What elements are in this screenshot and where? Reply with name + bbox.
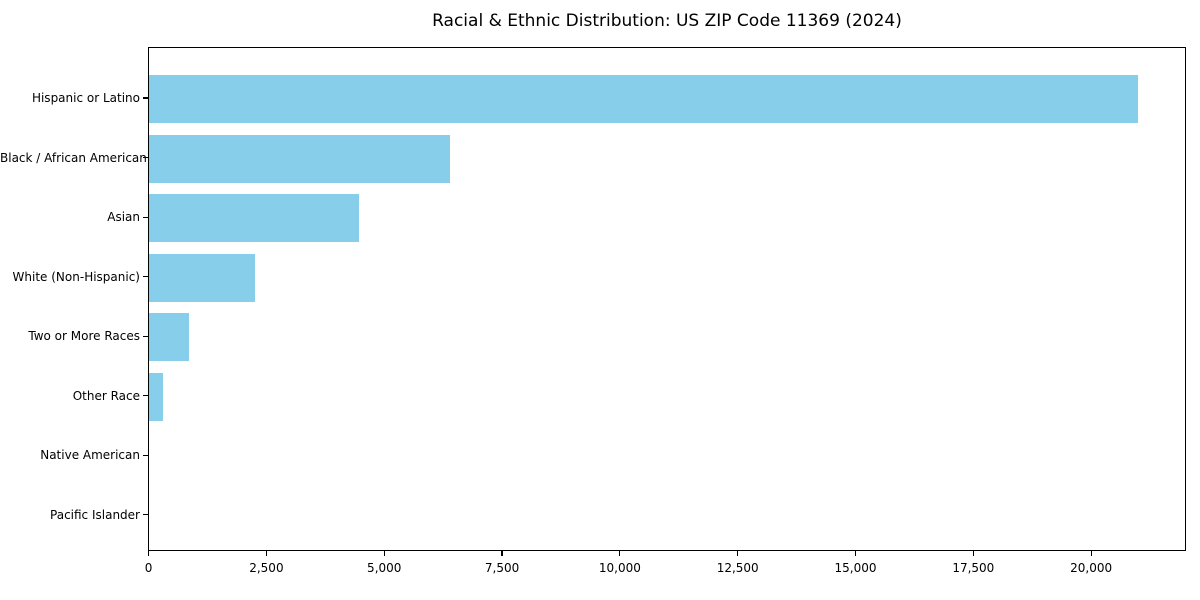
bar-black-african-american [149, 134, 451, 183]
x-axis-tick-label: 5,000 [367, 561, 402, 575]
y-axis-tick [143, 454, 148, 456]
x-axis-tick [501, 551, 503, 556]
x-axis-tick-label: 20,000 [1070, 561, 1113, 575]
x-axis-tick-label: 2,500 [249, 561, 284, 575]
plot-area [148, 47, 1186, 551]
bar-other-race [149, 372, 164, 421]
y-axis-label: Hispanic or Latino [31, 91, 140, 105]
bar-hispanic-or-latino [149, 75, 1138, 123]
x-axis-tick [148, 551, 150, 556]
x-axis-tick-label: 7,500 [484, 561, 520, 575]
y-axis-tick [143, 335, 148, 337]
x-axis-tick [383, 551, 385, 556]
bar-white-non-hispanic [149, 253, 255, 302]
x-axis-tick-label: 12,500 [716, 561, 759, 575]
bar-two-or-more-races [149, 313, 190, 362]
bar-asian [149, 194, 359, 243]
y-axis-label: Native American [40, 448, 140, 463]
x-axis-tick-label: 0 [144, 561, 153, 575]
y-axis-label: Two or More Races [28, 329, 140, 344]
x-axis-tick [1090, 551, 1092, 556]
x-axis-tick [737, 551, 739, 556]
x-axis-tick [619, 551, 621, 556]
y-axis-label: Asian [107, 210, 140, 225]
x-axis-tick [972, 551, 974, 556]
y-axis-tick [143, 216, 148, 218]
x-axis-tick-label: 10,000 [598, 561, 641, 575]
y-axis-tick [143, 276, 148, 278]
y-axis-tick [143, 395, 148, 397]
y-axis-tick [143, 97, 148, 99]
y-axis-label: White (Non-Hispanic) [12, 269, 140, 284]
y-axis-tick [143, 514, 148, 516]
y-axis-label: Other Race [72, 388, 140, 403]
y-axis-label: Pacific Islander [50, 507, 140, 522]
x-axis-tick [854, 551, 857, 556]
x-axis-tick-label: 17,500 [952, 561, 995, 575]
y-axis-label: Black / African American [0, 150, 147, 165]
x-axis-tick-label: 15,000 [834, 561, 877, 575]
y-axis-tick [143, 156, 148, 159]
chart-title: Racial & Ethnic Distribution: US ZIP Cod… [432, 11, 902, 31]
x-axis-tick [265, 551, 267, 556]
